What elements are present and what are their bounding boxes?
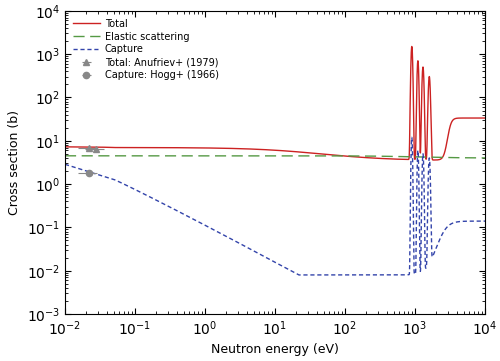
Elastic scattering xyxy=(455,156,461,160)
Elastic scattering xyxy=(62,154,68,158)
Capture xyxy=(296,273,302,277)
Y-axis label: Cross section (b): Cross section (b) xyxy=(8,110,22,215)
Capture xyxy=(62,162,68,166)
Elastic scattering xyxy=(332,154,338,158)
Capture xyxy=(482,219,488,223)
Line: Capture: Capture xyxy=(65,137,485,275)
Capture xyxy=(260,254,266,258)
Total xyxy=(482,116,488,120)
Total xyxy=(166,145,172,150)
Total xyxy=(362,156,368,160)
Total xyxy=(455,116,461,120)
Capture xyxy=(316,273,322,277)
Elastic scattering xyxy=(166,154,172,158)
Elastic scattering xyxy=(362,154,368,158)
Capture xyxy=(166,205,172,209)
Elastic scattering xyxy=(316,154,322,158)
Line: Elastic scattering: Elastic scattering xyxy=(65,156,485,158)
Line: Total: Total xyxy=(65,47,485,160)
Legend: Total, Elastic scattering, Capture, Total: Anufriev+ (1979), Capture: Hogg+ (196: Total, Elastic scattering, Capture, Tota… xyxy=(69,15,222,84)
Elastic scattering xyxy=(260,154,266,158)
Total xyxy=(316,152,322,156)
Capture xyxy=(409,135,415,139)
Total xyxy=(332,153,338,157)
Total xyxy=(409,44,415,49)
Total xyxy=(62,145,68,149)
Total xyxy=(260,147,266,152)
Capture xyxy=(455,219,461,224)
Capture xyxy=(363,273,369,277)
X-axis label: Neutron energy (eV): Neutron energy (eV) xyxy=(211,343,339,356)
Elastic scattering xyxy=(482,156,488,160)
Capture xyxy=(332,273,338,277)
Total xyxy=(431,158,437,162)
